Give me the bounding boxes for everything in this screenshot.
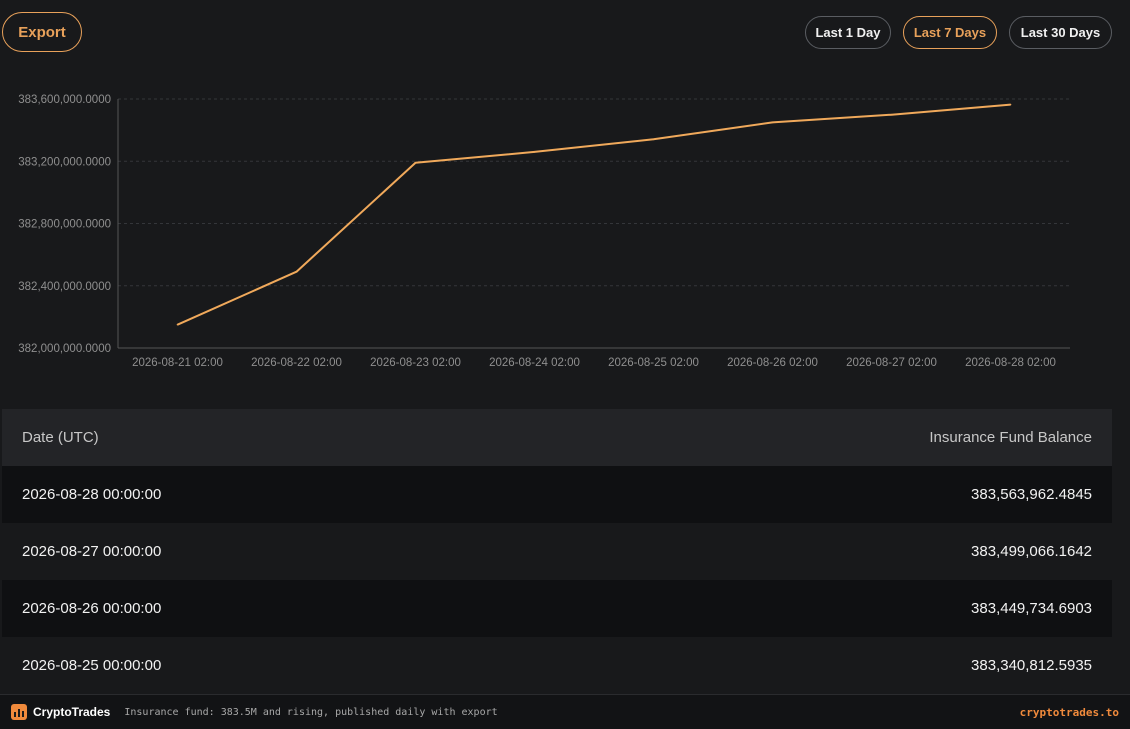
table-row: 2026-08-28 00:00:00 383,563,962.4845 [2,466,1112,523]
cell-date: 2026-08-27 00:00:00 [22,543,162,560]
cell-date: 2026-08-28 00:00:00 [22,486,162,503]
balance-table: Date (UTC) Insurance Fund Balance 2026-0… [2,409,1112,694]
data-point [414,162,417,164]
data-point [771,121,774,124]
header-balance: Insurance Fund Balance [929,429,1092,446]
export-button[interactable]: Export [2,12,82,52]
site-link[interactable]: cryptotrades.to [1019,705,1119,719]
balance-chart-svg: 382,000,000.0000 382,400,000.0000 382,800,… [18,94,1070,369]
range-last-7-days-button[interactable]: Last 7 Days [903,16,997,49]
data-point [652,138,655,141]
cell-balance: 383,563,962.4845 [971,486,1092,503]
range-last-1-day-button[interactable]: Last 1 Day [805,16,891,49]
data-point [533,151,536,153]
y-tick-label: 383,200,000.0000 [18,156,111,168]
cell-date: 2026-08-26 00:00:00 [22,600,162,617]
x-tick-label: 2026-08-26 02:00 [727,357,818,369]
x-tick-label: 2026-08-25 02:00 [608,357,699,369]
range-last-30-days-button[interactable]: Last 30 Days [1009,16,1112,49]
header-date: Date (UTC) [22,429,99,446]
data-point [890,113,893,116]
data-point [295,270,298,273]
cell-date: 2026-08-25 00:00:00 [22,657,162,674]
y-tick-label: 382,000,000.0000 [18,343,111,355]
cell-balance: 383,340,812.5935 [971,657,1092,674]
toolbar: Export Last 1 Day Last 7 Days Last 30 Da… [0,0,1130,70]
bar-chart-logo-icon [11,704,27,720]
cell-balance: 383,449,734.6903 [971,600,1092,617]
cell-balance: 383,499,066.1642 [971,543,1092,560]
table-row: 2026-08-25 00:00:00 383,340,812.5935 [2,637,1112,694]
footer: CryptoTrades Insurance fund: 383.5M and … [0,694,1130,729]
x-tick-label: 2026-08-22 02:00 [251,357,342,369]
y-tick-label: 382,400,000.0000 [18,281,111,293]
x-tick-label: 2026-08-28 02:00 [965,357,1056,369]
balance-series-line [177,103,1011,326]
table-header: Date (UTC) Insurance Fund Balance [2,409,1112,466]
y-tick-label: 383,600,000.0000 [18,94,111,106]
y-tick-label: 382,800,000.0000 [18,219,111,231]
x-tick-label: 2026-08-21 02:00 [132,357,223,369]
table-row: 2026-08-27 00:00:00 383,499,066.1642 [2,523,1112,580]
table-row: 2026-08-26 00:00:00 383,449,734.6903 [2,580,1112,637]
footer-tagline: Insurance fund: 383.5M and rising, publi… [124,706,498,718]
x-tick-label: 2026-08-23 02:00 [370,357,461,369]
x-tick-label: 2026-08-24 02:00 [489,357,580,369]
x-tick-label: 2026-08-27 02:00 [846,357,937,369]
data-point [176,323,179,326]
brand-name: CryptoTrades [33,705,111,719]
data-point [1009,103,1012,106]
balance-chart: 382,000,000.0000 382,400,000.0000 382,800,… [0,80,1130,380]
